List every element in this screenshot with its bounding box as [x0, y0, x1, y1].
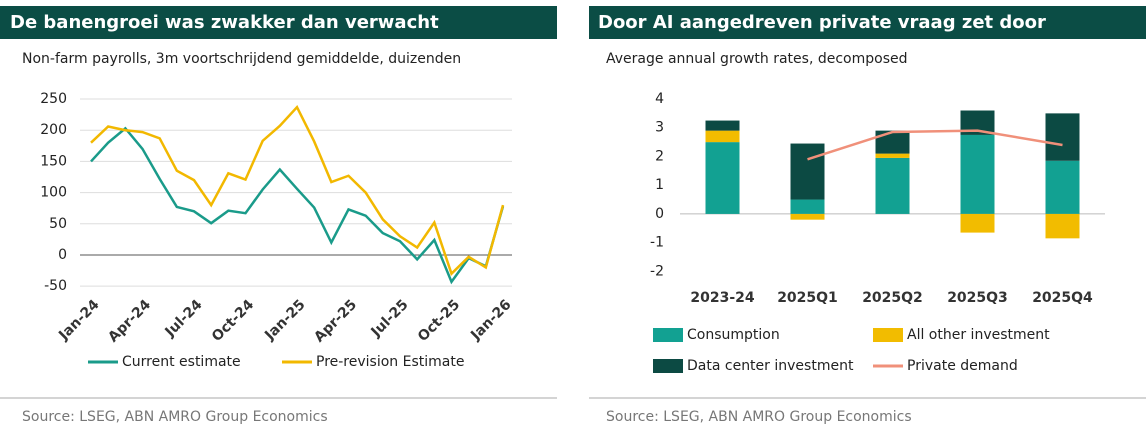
bar — [1045, 160, 1080, 214]
y-tick-label: 200 — [40, 122, 67, 138]
x-tick-label: Jul-25 — [368, 297, 412, 341]
data-line — [90, 104, 505, 276]
legend-label: Current estimate — [122, 354, 241, 370]
data-line — [90, 126, 505, 285]
legend-swatch — [873, 328, 903, 342]
legend-label: Pre-revision Estimate — [316, 354, 464, 370]
bar — [875, 153, 910, 158]
x-tick-label: Jul-24 — [162, 297, 206, 341]
header-bar — [0, 6, 557, 39]
bar — [875, 157, 910, 214]
bar — [790, 143, 825, 200]
legend-swatch — [653, 328, 683, 342]
x-tick-label: Oct-25 — [415, 297, 463, 345]
y-tick-label: -2 — [650, 263, 664, 279]
y-tick-label: 4 — [655, 91, 664, 107]
bar — [1045, 113, 1080, 161]
chart-title: Door AI aangedreven private vraag zet do… — [598, 12, 1046, 33]
y-tick-label: 3 — [655, 120, 664, 136]
bar — [705, 130, 740, 143]
legend-label: All other investment — [907, 327, 1050, 343]
x-tick-label: Oct-24 — [209, 297, 257, 345]
y-tick-label: -1 — [650, 235, 664, 251]
chart-subtitle: Average annual growth rates, decomposed — [606, 51, 908, 67]
x-tick-label: 2023-24 — [690, 290, 755, 306]
bar — [705, 120, 740, 131]
legend-swatch — [653, 359, 683, 373]
chart-title: De banengroei was zwakker dan verwacht — [10, 12, 439, 33]
y-tick-label: 2 — [655, 148, 664, 164]
x-tick-label: 2025Q3 — [947, 290, 1008, 306]
x-tick-label: 2025Q4 — [1032, 290, 1093, 306]
legend-label: Private demand — [907, 358, 1018, 374]
bar — [790, 213, 825, 220]
legend-label: Consumption — [687, 327, 780, 343]
x-tick-label: 2025Q1 — [777, 290, 838, 306]
x-tick-label: 2025Q2 — [862, 290, 923, 306]
bar — [1045, 213, 1080, 239]
x-tick-label: Apr-24 — [105, 297, 154, 346]
y-tick-label: 0 — [655, 206, 664, 222]
bar — [960, 134, 995, 214]
x-tick-label: Jan-25 — [261, 297, 308, 344]
legend-label: Data center investment — [687, 358, 854, 374]
bar — [705, 142, 740, 214]
y-tick-label: -50 — [44, 278, 67, 294]
y-tick-label: 100 — [40, 185, 67, 201]
bar — [875, 130, 910, 154]
source-note: Source: LSEG, ABN AMRO Group Economics — [22, 409, 328, 425]
y-tick-label: 50 — [49, 216, 67, 232]
bar — [960, 213, 995, 233]
x-tick-label: Apr-25 — [311, 297, 360, 346]
y-tick-label: 250 — [40, 91, 67, 107]
data-line — [807, 129, 1063, 161]
header-bar — [589, 6, 1146, 39]
y-tick-label: 0 — [58, 247, 67, 263]
bar — [790, 199, 825, 214]
source-note: Source: LSEG, ABN AMRO Group Economics — [606, 409, 912, 425]
chart-subtitle: Non-farm payrolls, 3m voortschrijdend ge… — [22, 51, 461, 67]
x-tick-label: Jan-24 — [55, 297, 102, 344]
x-tick-label: Jan-26 — [467, 297, 514, 344]
y-tick-label: 150 — [40, 153, 67, 169]
y-tick-label: 1 — [655, 177, 664, 193]
